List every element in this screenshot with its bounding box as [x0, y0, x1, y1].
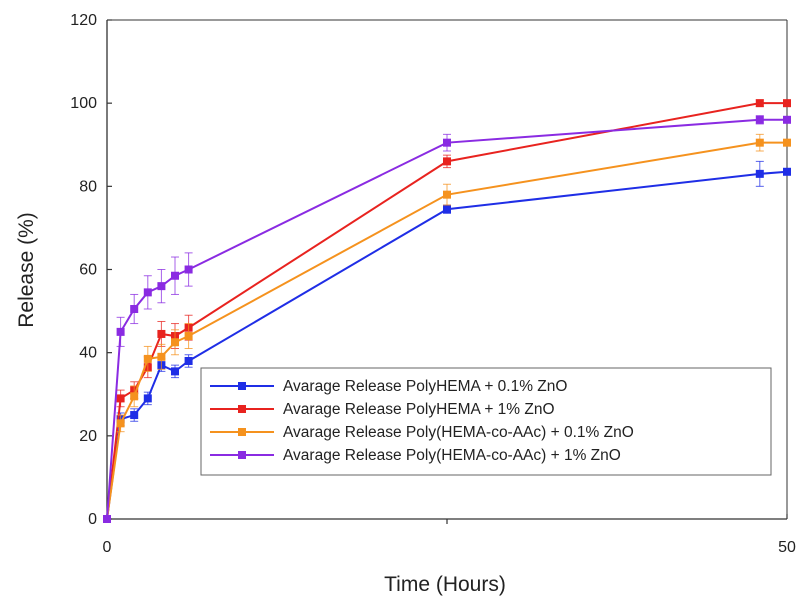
data-point [171, 271, 179, 280]
legend-label: Avarage Release PolyHEMA + 1% ZnO [283, 401, 555, 418]
series-line [106, 141, 787, 520]
data-point [443, 157, 451, 166]
legend-item: Avarage Release PolyHEMA + 1% ZnO [210, 401, 555, 418]
y-tick-label: 100 [70, 95, 97, 112]
data-point [157, 329, 166, 338]
data-point [103, 515, 111, 523]
data-point [143, 288, 152, 297]
data-point [130, 411, 139, 420]
legend-marker-swatch [238, 382, 246, 390]
data-point [783, 167, 791, 176]
data-point [783, 138, 791, 147]
series-layer [103, 99, 791, 523]
data-point [130, 305, 139, 314]
data-point [130, 392, 139, 401]
legend-label: Avarage Release PolyHEMA + 0.1% ZnO [283, 378, 567, 395]
data-point [755, 115, 764, 124]
data-point [116, 419, 125, 428]
data-point [783, 99, 791, 108]
y-axis-ticks: 0 20 40 60 80 100 120 [70, 12, 112, 528]
data-point [443, 190, 451, 199]
data-point [783, 115, 791, 124]
y-tick-label: 60 [79, 262, 97, 279]
y-tick-label: 40 [79, 345, 97, 362]
data-point [171, 338, 179, 347]
legend-marker-swatch [238, 451, 246, 459]
data-point [184, 356, 193, 365]
legend-item: Avarage Release PolyHEMA + 0.1% ZnO [210, 378, 567, 395]
legend-marker-swatch [238, 405, 246, 413]
legend: Avarage Release PolyHEMA + 0.1% ZnO Avara… [200, 367, 772, 476]
legend-box [200, 367, 772, 476]
data-point [755, 99, 764, 108]
y-axis-title: Release (%) [15, 212, 38, 328]
data-point [116, 327, 125, 336]
legend-label: Avarage Release Poly(HEMA-co-AAc) + 1% Z… [283, 447, 621, 464]
y-tick-label: 0 [88, 511, 97, 528]
data-point [171, 367, 179, 376]
data-point [755, 169, 764, 178]
data-point [184, 265, 193, 274]
data-point [116, 394, 125, 403]
y-tick-label: 20 [79, 428, 97, 445]
legend-marker-swatch [238, 428, 246, 436]
x-tick-label: 50 [778, 539, 796, 556]
series-3 [103, 133, 791, 523]
legend-item: Avarage Release Poly(HEMA-co-AAc) + 0.1%… [210, 424, 634, 441]
data-point [157, 282, 166, 291]
data-point [443, 205, 451, 214]
data-point [184, 332, 193, 341]
x-axis-title: Time (Hours) [384, 573, 506, 596]
y-tick-label: 80 [79, 178, 97, 195]
x-tick-label: 0 [103, 539, 112, 556]
legend-item: Avarage Release Poly(HEMA-co-AAc) + 1% Z… [210, 447, 621, 464]
legend-items: Avarage Release PolyHEMA + 0.1% ZnO Avara… [210, 378, 634, 464]
series-4 [103, 115, 791, 523]
series-line [106, 102, 787, 520]
x-axis-ticks: 0 50 [103, 514, 796, 556]
y-tick-label: 120 [70, 12, 97, 29]
series-line [106, 118, 787, 520]
series-line [106, 170, 788, 520]
data-point [755, 138, 764, 147]
data-point [443, 138, 451, 147]
legend-label: Avarage Release Poly(HEMA-co-AAc) + 0.1%… [283, 424, 634, 441]
data-point [143, 394, 152, 403]
data-point [157, 352, 166, 361]
data-point [143, 354, 152, 363]
